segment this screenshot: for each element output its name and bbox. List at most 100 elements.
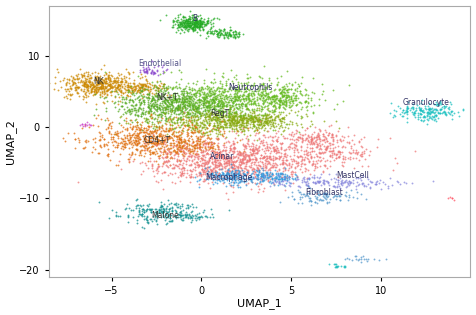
Point [197, 22, 204, 27]
Point [258, 90, 266, 95]
Point [180, 150, 188, 155]
Point [387, 101, 395, 106]
Point [198, 149, 206, 154]
Point [257, 172, 264, 177]
Point [269, 124, 277, 129]
Point [144, 123, 152, 129]
Point [142, 136, 149, 141]
Point [181, 86, 188, 91]
Point [206, 107, 213, 112]
Point [129, 159, 137, 164]
Point [209, 181, 217, 186]
Point [134, 109, 141, 114]
Point [283, 152, 290, 157]
Point [119, 100, 126, 105]
Point [235, 104, 243, 109]
Point [94, 75, 101, 80]
Point [188, 85, 196, 90]
Point [175, 162, 182, 167]
Point [230, 33, 238, 38]
Point [291, 143, 299, 148]
Point [92, 83, 100, 88]
Point [144, 103, 152, 108]
Point [168, 155, 176, 160]
Point [198, 86, 206, 91]
Point [238, 117, 246, 122]
Point [423, 106, 430, 111]
Point [223, 177, 231, 182]
Point [286, 143, 293, 148]
Point [322, 146, 329, 151]
Point [159, 83, 167, 89]
Point [245, 91, 253, 96]
Point [436, 102, 443, 107]
Point [211, 90, 219, 95]
Point [185, 87, 193, 92]
Point [317, 146, 324, 151]
Point [99, 77, 107, 82]
Point [216, 167, 224, 172]
Point [121, 126, 129, 131]
Point [216, 85, 223, 90]
Point [164, 221, 171, 226]
Point [185, 15, 192, 20]
Point [136, 76, 144, 81]
Point [106, 78, 114, 83]
Point [202, 93, 210, 98]
Point [236, 172, 244, 177]
Point [230, 117, 238, 122]
Point [204, 169, 212, 174]
Point [81, 82, 89, 87]
Point [279, 165, 287, 170]
Point [132, 147, 139, 152]
Point [228, 165, 236, 170]
Point [140, 69, 148, 74]
Point [242, 104, 250, 109]
Point [137, 202, 144, 207]
Point [284, 94, 292, 99]
Point [234, 30, 241, 35]
Point [129, 143, 137, 148]
Point [247, 151, 255, 156]
Point [248, 119, 255, 124]
Point [161, 140, 169, 145]
Point [304, 137, 312, 142]
Point [183, 168, 191, 173]
Point [159, 98, 167, 103]
Point [118, 81, 125, 86]
Point [203, 108, 210, 113]
Point [316, 192, 324, 197]
Point [224, 115, 232, 120]
Point [193, 163, 200, 168]
Point [220, 177, 228, 182]
Point [207, 24, 214, 29]
Point [108, 93, 115, 98]
Point [258, 147, 266, 152]
Point [123, 108, 131, 113]
Point [121, 80, 129, 85]
Point [276, 105, 283, 110]
Point [270, 103, 278, 108]
Point [202, 111, 210, 116]
Point [250, 108, 258, 113]
Point [201, 97, 208, 102]
Point [222, 155, 229, 160]
Point [119, 96, 126, 101]
Point [220, 131, 228, 136]
Point [245, 80, 252, 85]
Point [242, 164, 250, 169]
Point [185, 213, 193, 218]
Point [258, 113, 265, 118]
Point [184, 123, 192, 128]
Point [223, 174, 230, 179]
Point [135, 98, 143, 103]
Point [171, 201, 179, 206]
Point [121, 83, 129, 88]
Point [219, 155, 227, 160]
Point [293, 175, 300, 180]
Point [98, 83, 106, 88]
Point [302, 112, 309, 117]
Point [235, 184, 242, 189]
Point [182, 145, 189, 150]
Point [431, 112, 438, 117]
